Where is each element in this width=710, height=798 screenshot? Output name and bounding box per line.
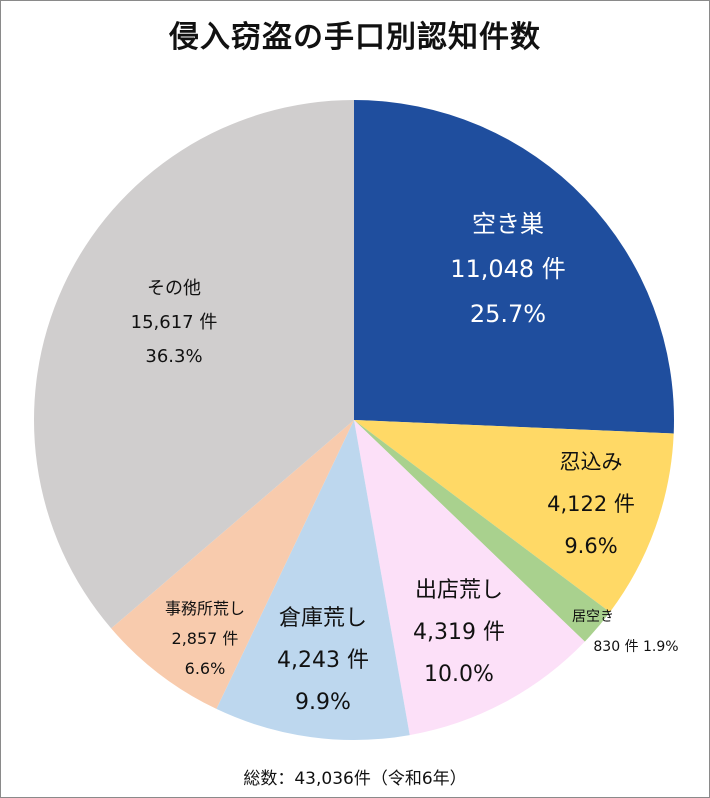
label-demise-name: 出店荒し — [414, 578, 504, 603]
pie-slice-6 — [33, 100, 355, 629]
label-akisu: 空き巣 11,048 件 25.7% — [450, 212, 566, 326]
label-demise-count: 4,319 件 — [413, 620, 505, 645]
total-footer: 総数：43,036件（令和6年） — [243, 769, 467, 789]
label-shinobikomi-count: 4,122 件 — [547, 492, 635, 516]
label-sonota-percent: 36.3% — [145, 346, 203, 367]
pie-slice-2 — [354, 420, 610, 642]
label-souko-percent: 9.9% — [295, 690, 351, 715]
label-jimusho-percent: 6.6% — [184, 659, 226, 678]
label-demise-percent: 10.0% — [424, 662, 494, 687]
pie-slice-3 — [354, 420, 585, 736]
label-sonota: その他 15,617 件 36.3% — [131, 280, 218, 366]
label-akisu-count: 11,048 件 — [450, 255, 566, 283]
chart-title: 侵入窃盗の手口別認知件数 — [169, 20, 541, 55]
label-shinobikomi-name: 忍込み — [559, 450, 623, 474]
label-souko-count: 4,243 件 — [277, 648, 369, 673]
label-shinobikomi: 忍込み 4,122 件 9.6% — [547, 452, 635, 557]
label-jimusho-name: 事務所荒し — [164, 599, 246, 618]
label-jimusho-count: 2,857 件 — [171, 629, 239, 648]
label-souko-arashi: 倉庫荒し 4,243 件 9.9% — [277, 608, 369, 714]
label-akisu-percent: 25.7% — [469, 300, 547, 328]
label-akisu-name: 空き巣 — [471, 210, 544, 238]
label-iaki-name: 居空き — [572, 609, 614, 625]
label-iaki-count-percent: 830 件 1.9% — [593, 639, 679, 655]
pie-slice-1 — [354, 420, 674, 613]
pie-slice-4 — [216, 420, 410, 741]
label-sonota-name: その他 — [147, 278, 201, 299]
pie-slice-5 — [111, 420, 354, 709]
label-souko-name: 倉庫荒し — [278, 606, 368, 631]
label-shinobikomi-percent: 9.6% — [564, 534, 618, 558]
label-jimusho-arashi: 事務所荒し 2,857 件 6.6% — [165, 601, 245, 677]
pie-slice-0 — [354, 100, 675, 434]
label-sonota-count: 15,617 件 — [130, 312, 218, 333]
label-demise-arashi: 出店荒し 4,319 件 10.0% — [413, 580, 505, 686]
